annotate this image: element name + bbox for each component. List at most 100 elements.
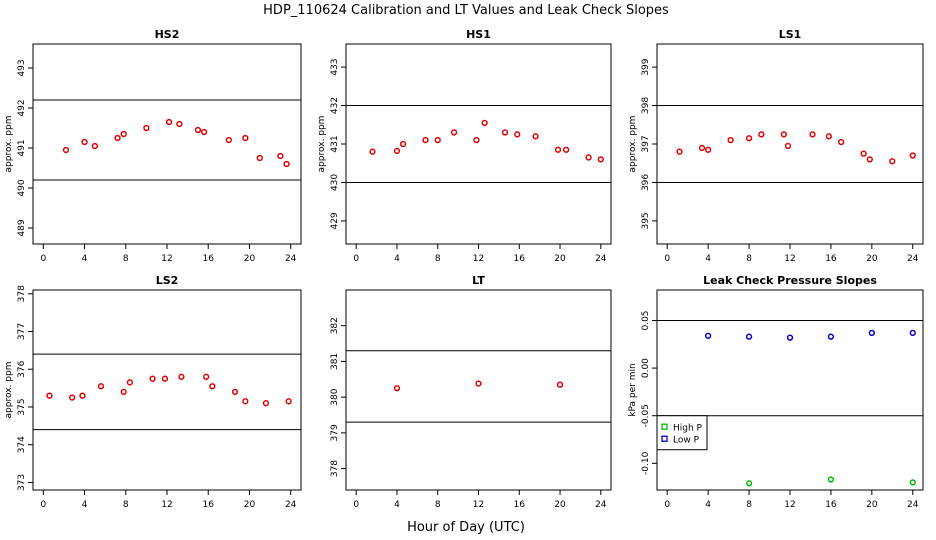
data-point xyxy=(277,152,284,160)
x-tick-label: 4 xyxy=(82,254,88,264)
x-tick-label: 12 xyxy=(784,500,795,510)
x-tick-label: 16 xyxy=(825,254,837,264)
x-tick-label: 0 xyxy=(40,500,46,510)
chart-panel-1: HS1 0 4 8 12 16 20 24 429 430 431 432 433 approx. ppm xyxy=(317,28,612,264)
x-tick-label: 20 xyxy=(554,500,566,510)
data-point xyxy=(745,480,753,487)
data-point xyxy=(393,147,401,155)
data-point xyxy=(866,156,873,163)
x-tick-label: 0 xyxy=(40,254,46,264)
data-point xyxy=(149,375,156,382)
data-point xyxy=(514,131,521,138)
data-point xyxy=(501,129,509,136)
data-point xyxy=(120,130,127,138)
x-tick-label: 12 xyxy=(161,500,172,510)
data-point xyxy=(705,332,712,339)
x-tick-label: 20 xyxy=(244,254,256,264)
x-tick-label: 8 xyxy=(123,254,129,264)
x-tick-label: 12 xyxy=(473,254,484,264)
x-tick-label: 4 xyxy=(705,500,711,510)
data-point xyxy=(399,140,407,148)
y-tick-label: 430 xyxy=(330,174,340,191)
panel-title: LS1 xyxy=(779,28,802,41)
legend-label: Low P xyxy=(673,436,700,446)
data-point xyxy=(126,379,134,386)
y-tick-label: 397 xyxy=(641,135,651,152)
panels: HS2 0 4 8 12 16 20 24 489 490 491 492 493 approx. ppm… xyxy=(4,28,924,510)
y-tick-label: 431 xyxy=(330,135,340,152)
data-point xyxy=(161,375,169,382)
plot-frame xyxy=(345,43,612,245)
data-point xyxy=(369,148,376,155)
data-point xyxy=(114,134,121,142)
x-tick-label: 0 xyxy=(353,500,359,510)
chart-panel-3: LS2 0 4 8 12 16 20 24 373 374 375 376 377 378 approx. … xyxy=(4,274,302,510)
data-point xyxy=(827,333,835,340)
panel-title: HS1 xyxy=(466,28,491,41)
y-tick-label: 489 xyxy=(17,219,27,236)
data-point xyxy=(422,137,429,144)
data-point xyxy=(450,129,458,136)
data-point xyxy=(209,383,216,390)
x-tick-label: 20 xyxy=(244,500,256,510)
panel-title: HS2 xyxy=(155,28,180,41)
y-tick-label: 375 xyxy=(17,398,27,415)
legend: High P Low P xyxy=(656,415,708,451)
y-tick-label: 395 xyxy=(641,212,651,229)
plot-frame xyxy=(32,289,302,491)
data-point xyxy=(745,333,753,340)
panel-title: LT xyxy=(472,274,485,287)
data-point xyxy=(909,329,916,337)
data-point xyxy=(473,137,480,144)
data-point xyxy=(532,133,539,140)
x-tick-label: 16 xyxy=(825,500,837,510)
y-tick-label: 433 xyxy=(330,58,340,75)
data-point xyxy=(556,381,564,388)
data-point xyxy=(81,138,88,146)
y-tick-label: 374 xyxy=(17,436,27,453)
y-tick-label: 493 xyxy=(17,59,27,76)
data-point xyxy=(262,400,270,407)
y-axis-label: approx. ppm xyxy=(317,116,327,173)
plot-frame xyxy=(345,289,612,491)
y-tick-label: 0.05 xyxy=(641,310,651,330)
data-point xyxy=(597,156,604,163)
x-tick-label: 20 xyxy=(866,254,878,264)
x-tick-label: 12 xyxy=(784,254,795,264)
x-tick-label: 0 xyxy=(353,254,359,264)
data-point xyxy=(860,150,867,157)
data-point xyxy=(780,131,788,138)
data-point xyxy=(165,118,173,126)
data-point xyxy=(97,383,105,390)
y-tick-label: 376 xyxy=(17,360,27,377)
y-tick-label: -0.05 xyxy=(641,404,651,427)
data-point xyxy=(676,148,683,155)
y-tick-label: 0.00 xyxy=(641,358,651,378)
legend-box xyxy=(656,415,708,451)
data-point xyxy=(698,144,706,151)
x-tick-label: 20 xyxy=(866,500,878,510)
y-axis-label: approx. ppm xyxy=(628,116,638,173)
x-tick-label: 12 xyxy=(473,500,484,510)
x-tick-label: 4 xyxy=(82,500,88,510)
data-point xyxy=(784,142,792,150)
data-point xyxy=(809,131,816,138)
data-point xyxy=(868,329,875,337)
data-point xyxy=(231,388,239,396)
y-tick-label: 490 xyxy=(17,179,27,196)
y-tick-label: 491 xyxy=(17,139,27,156)
data-point xyxy=(838,138,845,146)
data-point xyxy=(120,388,127,396)
data-point xyxy=(143,124,150,132)
data-point xyxy=(256,154,263,162)
plot-frame xyxy=(32,43,302,245)
y-tick-label: 382 xyxy=(330,317,340,334)
y-axis-label: kPa per min xyxy=(628,363,638,416)
data-point xyxy=(46,392,53,399)
data-point xyxy=(705,146,712,153)
data-point xyxy=(758,131,765,138)
data-point xyxy=(285,398,292,405)
x-tick-label: 24 xyxy=(595,254,607,264)
y-tick-label: 398 xyxy=(641,97,651,114)
data-point xyxy=(200,128,208,136)
